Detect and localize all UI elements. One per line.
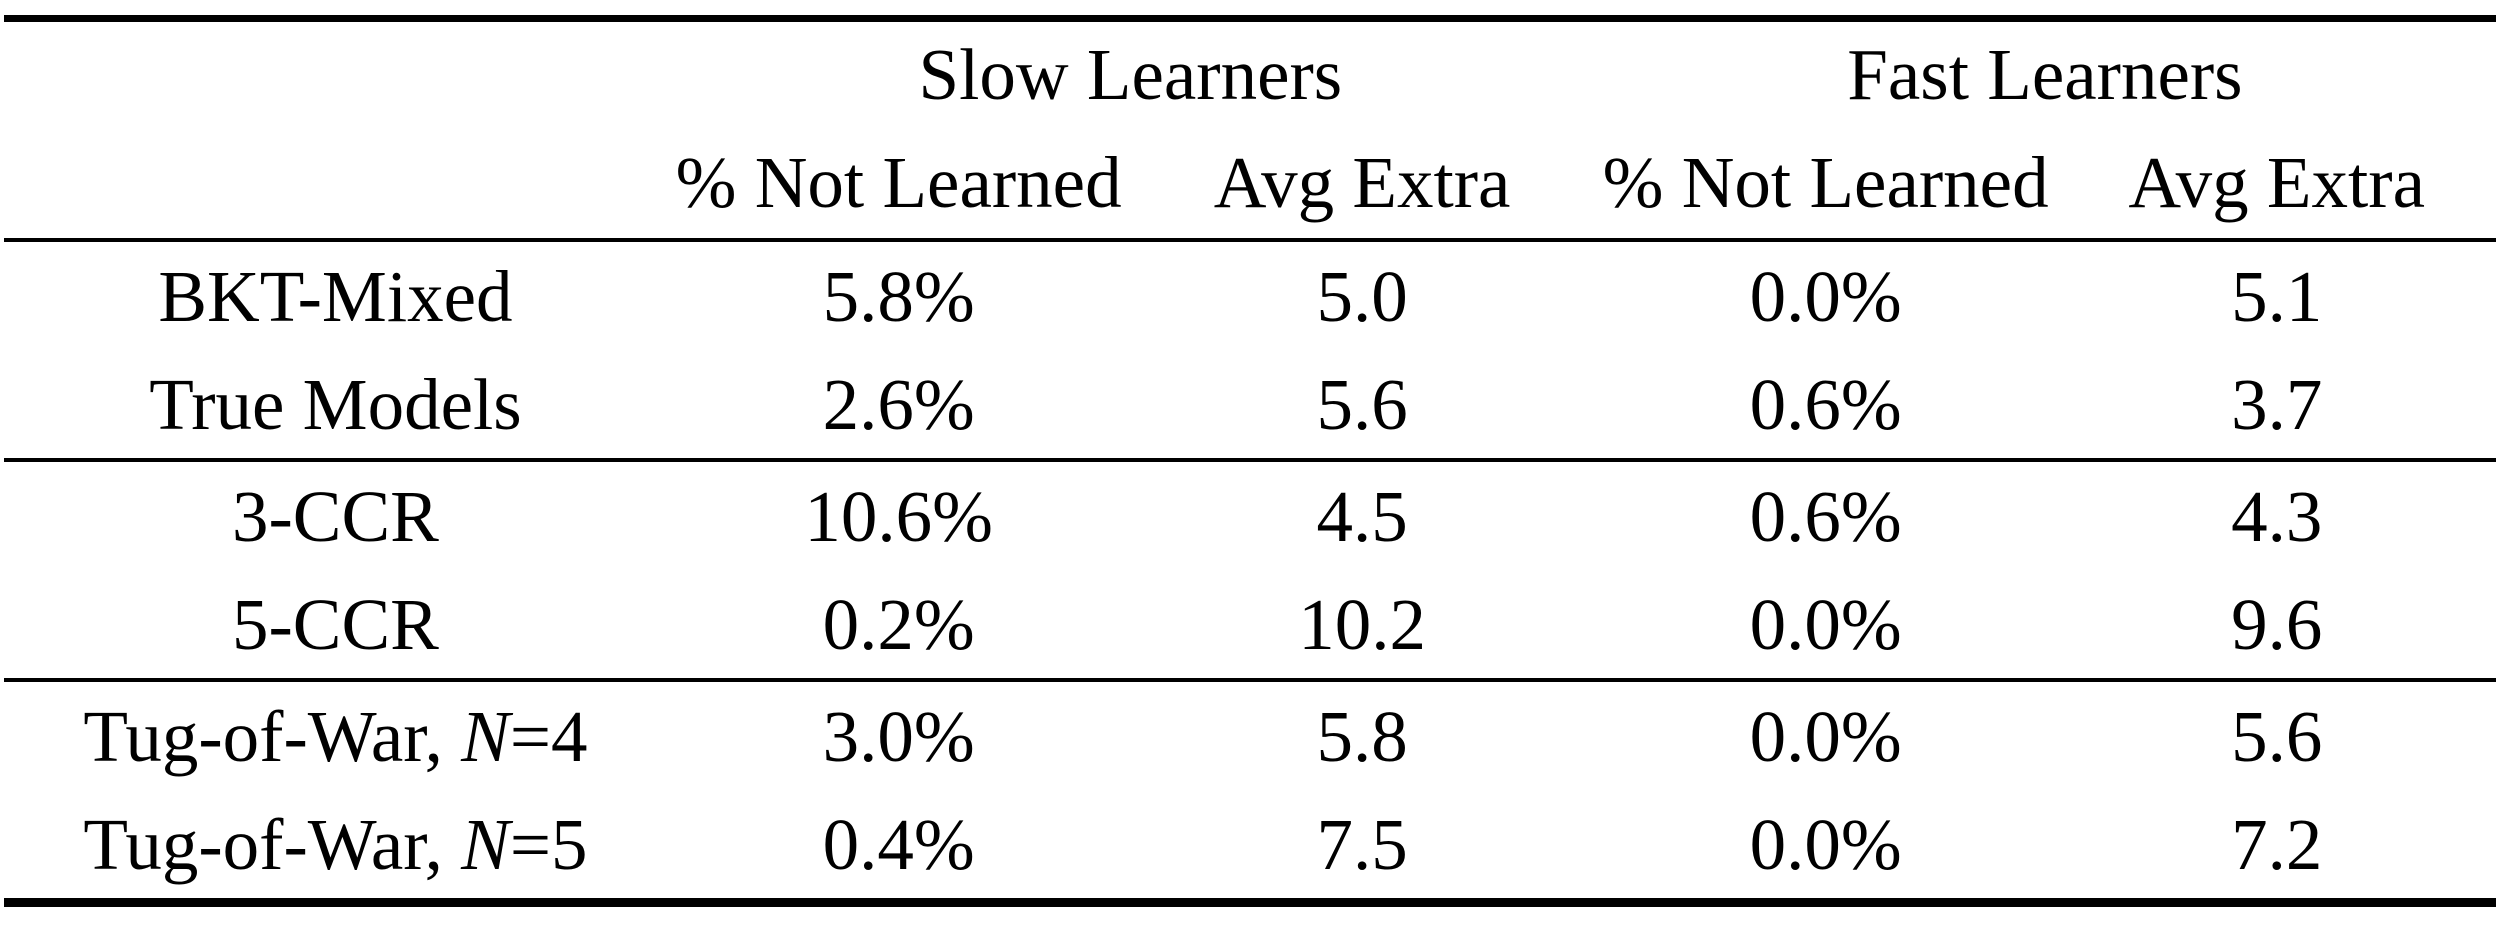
row-label-text: 3-CCR xyxy=(231,475,439,557)
cell-fast-pct-not-learned: 0.0% xyxy=(1749,803,1902,885)
cell-slow-pct-not-learned: 3.0% xyxy=(822,695,975,777)
rowgroup-baselines: BKT-Mixed 5.8% 5.0 0.0% 5.1 True Models … xyxy=(4,240,2496,460)
cell-slow-avg-extra: 4.5 xyxy=(1316,475,1408,557)
cell-fast-pct-not-learned: 0.6% xyxy=(1749,475,1902,557)
table-row-bkt-mixed: BKT-Mixed 5.8% 5.0 0.0% 5.1 xyxy=(4,240,2496,350)
column-group-fast-learners: Fast Learners xyxy=(1847,33,2243,115)
row-label-text: BKT-Mixed xyxy=(158,255,513,337)
header-group-row: Slow Learners Fast Learners xyxy=(4,19,2496,127)
header-sub-row: % Not Learned Avg Extra % Not Learned Av… xyxy=(4,126,2496,240)
row-label: Tug-of-War, N=4 xyxy=(4,680,667,790)
cell-fast-avg-extra: 5.1 xyxy=(2231,255,2323,337)
column-group-slow-learners: Slow Learners xyxy=(918,33,1343,115)
column-header-fast-avg-extra: Avg Extra xyxy=(2128,141,2425,223)
cell-slow-pct-not-learned: 0.4% xyxy=(822,803,975,885)
table-row-tug-of-war-n5: Tug-of-War, N=5 0.4% 7.5 0.0% 7.2 xyxy=(4,790,2496,903)
cell-slow-pct-not-learned: 2.6% xyxy=(822,363,975,445)
column-header-fast-pct-not-learned: % Not Learned xyxy=(1602,141,2049,223)
row-label: Tug-of-War, N=5 xyxy=(4,790,667,903)
cell-fast-pct-not-learned: 0.0% xyxy=(1749,583,1902,665)
results-table: Slow Learners Fast Learners % Not Learne… xyxy=(4,15,2496,907)
cell-slow-avg-extra: 5.6 xyxy=(1316,363,1408,445)
cell-fast-pct-not-learned: 0.6% xyxy=(1749,363,1902,445)
row-label-text: True Models xyxy=(149,363,522,445)
rowgroup-tug-of-war: Tug-of-War, N=4 3.0% 5.8 0.0% 5.6 Tug-of… xyxy=(4,680,2496,903)
table-row-true-models: True Models 2.6% 5.6 0.6% 3.7 xyxy=(4,350,2496,460)
cell-slow-avg-extra: 5.0 xyxy=(1316,255,1408,337)
cell-fast-pct-not-learned: 0.0% xyxy=(1749,695,1902,777)
row-label: True Models xyxy=(4,350,667,460)
cell-slow-avg-extra: 10.2 xyxy=(1298,583,1426,665)
table-row-3-ccr: 3-CCR 10.6% 4.5 0.6% 4.3 xyxy=(4,460,2496,570)
rowgroup-ccr: 3-CCR 10.6% 4.5 0.6% 4.3 5-CCR 0.2% 10.2… xyxy=(4,460,2496,680)
row-label-suffix: =5 xyxy=(509,803,588,885)
row-label-text: Tug-of-War, xyxy=(83,695,462,777)
table-header: Slow Learners Fast Learners % Not Learne… xyxy=(4,19,2496,240)
cell-slow-avg-extra: 7.5 xyxy=(1316,803,1408,885)
cell-slow-pct-not-learned: 10.6% xyxy=(804,475,993,557)
cell-slow-avg-extra: 5.8 xyxy=(1316,695,1408,777)
cell-fast-avg-extra: 3.7 xyxy=(2231,363,2323,445)
cell-fast-avg-extra: 9.6 xyxy=(2231,583,2323,665)
table-row-tug-of-war-n4: Tug-of-War, N=4 3.0% 5.8 0.0% 5.6 xyxy=(4,680,2496,790)
row-label: 3-CCR xyxy=(4,460,667,570)
cell-fast-avg-extra: 5.6 xyxy=(2231,695,2323,777)
row-label-text: 5-CCR xyxy=(231,583,439,665)
cell-fast-pct-not-learned: 0.0% xyxy=(1749,255,1902,337)
row-label-suffix: =4 xyxy=(509,695,588,777)
column-header-slow-avg-extra: Avg Extra xyxy=(1213,141,1511,223)
row-label-variable: N xyxy=(461,695,510,777)
cell-slow-pct-not-learned: 5.8% xyxy=(822,255,975,337)
row-label: 5-CCR xyxy=(4,570,667,680)
cell-fast-avg-extra: 4.3 xyxy=(2231,475,2323,557)
header-corner-blank xyxy=(4,19,667,127)
table-row-5-ccr: 5-CCR 0.2% 10.2 0.0% 9.6 xyxy=(4,570,2496,680)
row-label: BKT-Mixed xyxy=(4,240,667,350)
row-label-text: Tug-of-War, xyxy=(83,803,462,885)
cell-slow-pct-not-learned: 0.2% xyxy=(822,583,975,665)
cell-fast-avg-extra: 7.2 xyxy=(2231,803,2323,885)
row-label-variable: N xyxy=(461,803,510,885)
column-header-slow-pct-not-learned: % Not Learned xyxy=(675,141,1122,223)
header-corner-blank xyxy=(4,126,667,240)
